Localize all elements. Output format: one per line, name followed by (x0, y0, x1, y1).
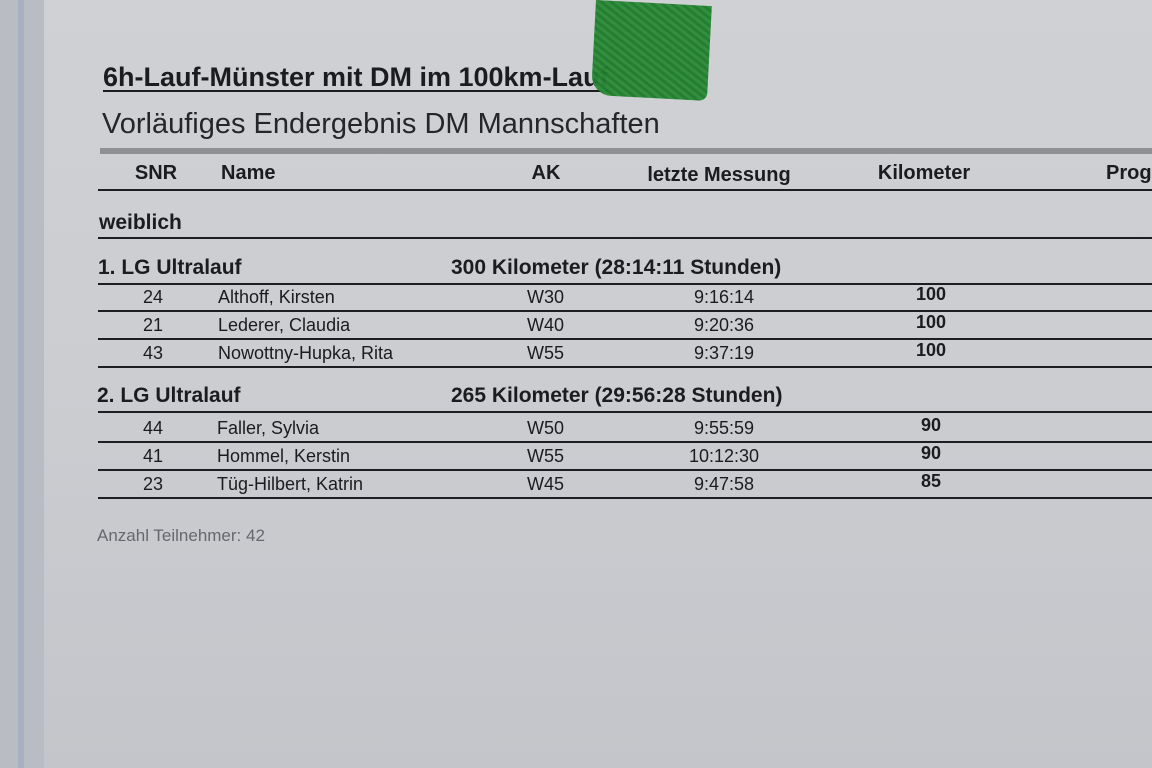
cell-snr: 23 (142, 474, 164, 494)
cell-ak: W30 (527, 287, 565, 307)
team-label: 1. LG Ultralauf (98, 256, 242, 279)
document-title: 6h-Lauf-Münster mit DM im 100km-Lauf (103, 62, 609, 92)
divider (100, 148, 1152, 154)
cell-ak: W40 (527, 315, 565, 335)
col-header-ak: AK (531, 162, 561, 184)
category-label: weiblich (99, 211, 182, 234)
document-subtitle: Vorläufiges Endergebnis DM Mannschaften (102, 108, 660, 140)
col-header-kilometer: Kilometer (877, 162, 971, 184)
cell-snr: 44 (142, 418, 164, 438)
cell-name: Faller, Sylvia (217, 418, 320, 438)
cell-name: Hommel, Kerstin (217, 446, 351, 466)
cell-letzte-messung: 9:20:36 (693, 315, 755, 335)
cell-kilometer: 90 (920, 415, 942, 435)
cell-snr: 41 (142, 446, 164, 466)
paper-sheet (44, 0, 1152, 768)
cell-name: Tüg-Hilbert, Katrin (217, 474, 364, 494)
divider (98, 441, 1152, 443)
divider (98, 189, 1152, 191)
cell-snr: 43 (142, 343, 164, 363)
cell-name: Nowottny-Hupka, Rita (218, 343, 394, 363)
cell-name: Althoff, Kirsten (218, 287, 335, 307)
team-summary: 265 Kilometer (29:56:28 Stunden) (451, 384, 783, 407)
cell-letzte-messung: 9:16:14 (693, 287, 755, 307)
participant-count: Anzahl Teilnehmer: 42 (97, 526, 265, 545)
team-label: 2. LG Ultralauf (97, 384, 241, 407)
paper-edge-blue (18, 0, 24, 768)
cell-ak: W50 (527, 418, 565, 438)
cell-snr: 21 (142, 315, 164, 335)
team-summary: 300 Kilometer (28:14:11 Stunden) (451, 256, 782, 279)
divider (98, 283, 1152, 285)
col-header-letzte-messung: letzte Messung (647, 164, 791, 186)
cell-ak: W55 (527, 446, 565, 466)
cell-letzte-messung: 9:47:58 (693, 474, 755, 494)
divider (98, 497, 1152, 499)
col-header-snr: SNR (134, 162, 178, 184)
col-header-prog: Prog (1106, 162, 1152, 184)
divider (98, 411, 1152, 413)
cell-kilometer: 90 (920, 443, 942, 463)
cell-letzte-messung: 10:12:30 (688, 446, 760, 466)
cell-kilometer: 85 (920, 471, 942, 491)
green-tape (591, 0, 712, 101)
divider (98, 338, 1152, 340)
cell-snr: 24 (142, 287, 164, 307)
col-header-name: Name (221, 162, 276, 184)
cell-kilometer: 100 (915, 284, 947, 304)
cell-name: Lederer, Claudia (218, 315, 351, 335)
divider (98, 310, 1152, 312)
cell-letzte-messung: 9:55:59 (693, 418, 755, 438)
divider (98, 469, 1152, 471)
cell-ak: W55 (527, 343, 565, 363)
cell-ak: W45 (527, 474, 565, 494)
cell-kilometer: 100 (915, 312, 947, 332)
divider (98, 366, 1152, 368)
divider (98, 237, 1152, 239)
cell-kilometer: 100 (915, 340, 947, 360)
cell-letzte-messung: 9:37:19 (693, 343, 755, 363)
